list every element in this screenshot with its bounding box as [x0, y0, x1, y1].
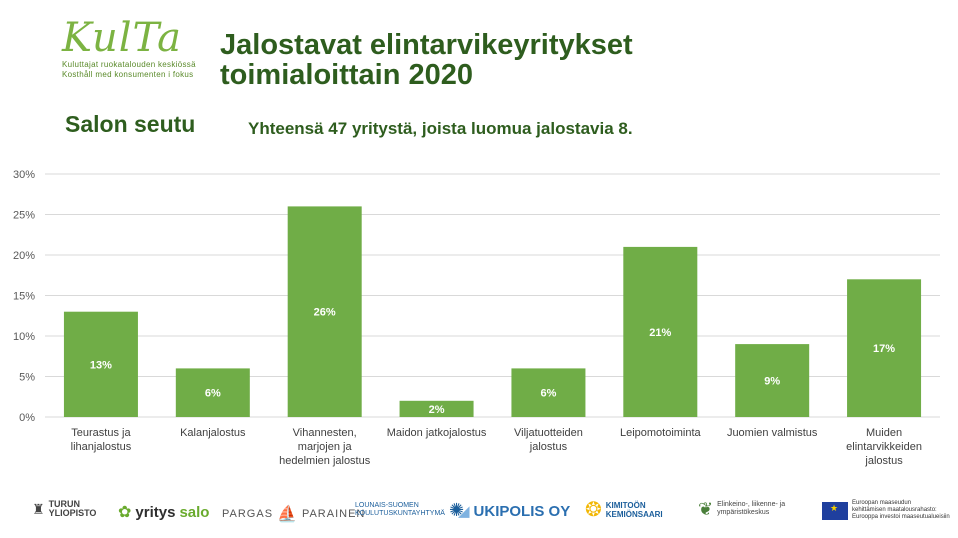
kulta-logo: KulTa Kuluttajat ruokatalouden keskiössä…	[62, 16, 202, 80]
lounais-suomen-logo: LOUNAIS-SUOMEN KOULUTUSKUNTAYHTYMÄ ✺	[355, 501, 464, 519]
turku-emblem-icon: ♜	[32, 500, 45, 517]
data-label: 21%	[649, 327, 671, 339]
kimito-emblem-icon: ❂	[585, 498, 602, 521]
eu-line-1: Euroopan maaseudun	[852, 500, 912, 506]
yrityssalo-part-a: yritys	[135, 503, 176, 521]
lounais-line-1: LOUNAIS-SUOMEN	[355, 502, 419, 509]
turku-line-1: TURUN	[48, 499, 81, 509]
data-label: 2%	[429, 404, 445, 416]
eu-line-2: kehittämisen maatalousrahasto:	[852, 507, 937, 513]
pargas-parainen-logo: PARGAS ⛵ PARAINEN	[222, 504, 365, 524]
turku-line-2: YLIOPISTO	[48, 508, 97, 518]
y-tick-label: 5%	[19, 372, 35, 384]
chart-bars	[63, 206, 922, 417]
y-tick-label: 10%	[13, 331, 35, 343]
data-label: 9%	[764, 376, 780, 388]
data-label: 17%	[873, 343, 895, 355]
logo-wordmark: KulTa	[62, 15, 182, 61]
ely-centre-logo: ❦ Elinkeino-, liikenne- ja ympäristökesk…	[698, 499, 786, 519]
title-line-1: Jalostavat elintarvikeyritykset	[220, 29, 633, 61]
summary-text: Yhteensä 47 yritystä, joista luomua jalo…	[248, 119, 633, 138]
ely-line-1: Elinkeino-, liikenne- ja	[717, 501, 786, 508]
data-label: 26%	[314, 307, 336, 319]
eu-rural-fund-logo: Euroopan maaseudun kehittämisen maatalou…	[822, 500, 950, 521]
kimito-line-2: KEMIÖNSAARI	[605, 510, 663, 519]
bar	[735, 344, 810, 417]
kimitoon-logo: ❂ KIMITOÖN KEMIÖNSAARI	[585, 498, 663, 521]
y-axis-ticks: 0% 5% 10% 15% 20% 25% 30%	[13, 169, 35, 424]
y-tick-label: 30%	[13, 169, 35, 181]
partner-logos: ♜ TURUN YLIOPISTO ✿ yritys salo PARGAS ⛵ …	[0, 492, 958, 532]
y-tick-label: 15%	[13, 291, 35, 303]
kimito-line-1: KIMITOÖN	[605, 501, 646, 510]
eu-flag-icon	[822, 501, 848, 520]
category-labels: Teurastus ja lihanjalostus Kalanjalostus Vi…	[71, 427, 922, 467]
bar	[175, 368, 250, 417]
bar	[399, 400, 474, 417]
ukipolis-text: UKIPOLIS OY	[473, 502, 571, 520]
turku-university-logo: ♜ TURUN YLIOPISTO	[32, 500, 96, 518]
ely-line-2: ympäristökeskus	[717, 509, 770, 516]
bar	[63, 311, 138, 417]
category-label: Juomien valmistus	[727, 427, 818, 439]
logo-tagline-1: Kuluttajat ruokatalouden keskiössä	[62, 60, 196, 69]
title-line-2: toimialoittain 2020	[220, 59, 474, 91]
bar-chart: 0% 5% 10% 15% 20% 25% 30% 13% 6% 26% 2% 6% 21% 9% 17%…	[13, 169, 940, 467]
logo-tagline-2: Kosthåll med konsumenten i fokus	[62, 70, 194, 79]
sail-icon: ⛵	[277, 506, 298, 523]
yrityssalo-logo: ✿ yritys salo	[118, 502, 209, 522]
eu-line-3: Eurooppa investoi maaseutualueisiin	[852, 514, 950, 520]
page-title: Jalostavat elintarvikeyritykset toimialo…	[220, 30, 633, 90]
region-heading: Salon seutu	[65, 111, 196, 137]
bar	[623, 246, 698, 417]
category-label: Vihannesten, marjojen ja hedelmien jalostu…	[279, 427, 371, 467]
ukipolis-triangle-icon: ◢	[458, 503, 470, 520]
ukipolis-logo: ◢ UKIPOLIS OY	[458, 502, 571, 521]
lounais-line-2: KOULUTUSKUNTAYHTYMÄ	[355, 510, 445, 517]
category-label: Muiden elintarvikkeiden jalostus	[846, 427, 922, 467]
y-tick-label: 25%	[13, 210, 35, 222]
data-label: 6%	[540, 388, 556, 400]
category-label: Maidon jatkojalostus	[387, 427, 487, 439]
category-label: Leipomotoiminta	[620, 427, 702, 439]
category-label: Teurastus ja lihanjalostus	[71, 427, 132, 453]
ely-leaf-icon: ❦	[698, 499, 714, 519]
y-tick-label: 20%	[13, 250, 35, 262]
data-label: 13%	[90, 359, 112, 371]
bar	[847, 279, 922, 417]
pargas-text: PARGAS	[222, 508, 274, 520]
data-label: 6%	[205, 388, 221, 400]
data-labels: 13% 6% 26% 2% 6% 21% 9% 17%	[90, 307, 895, 416]
parainen-text: PARAINEN	[301, 508, 366, 520]
bar	[511, 368, 586, 417]
category-label: Kalanjalostus	[180, 427, 246, 439]
category-label: Viljatuotteiden jalostus	[514, 427, 583, 453]
yrityssalo-flower-icon: ✿	[118, 504, 132, 521]
yrityssalo-part-b: salo	[179, 503, 210, 521]
y-tick-label: 0%	[19, 412, 35, 424]
bar	[287, 206, 362, 417]
